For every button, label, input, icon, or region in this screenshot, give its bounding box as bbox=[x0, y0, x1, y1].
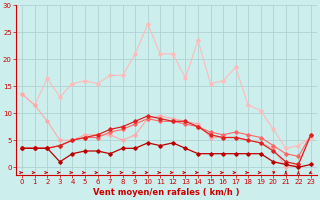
X-axis label: Vent moyen/en rafales ( km/h ): Vent moyen/en rafales ( km/h ) bbox=[93, 188, 240, 197]
